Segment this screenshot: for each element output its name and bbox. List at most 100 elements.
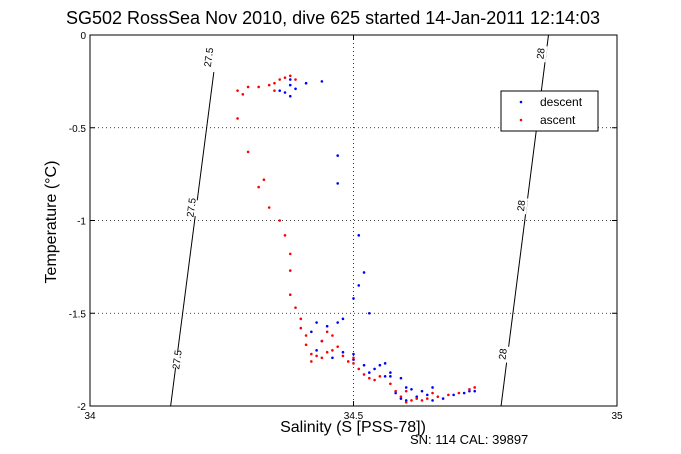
- data-point-descent: [368, 311, 371, 315]
- data-point-ascent: [399, 395, 403, 399]
- density-contour-label: 28: [497, 348, 509, 361]
- data-point-descent: [441, 397, 445, 400]
- data-point-descent: [378, 363, 382, 367]
- data-point-descent: [283, 91, 287, 94]
- data-point-ascent: [273, 81, 276, 85]
- data-point-descent: [336, 154, 339, 157]
- density-contours: 27.5 27.5 27.5 28 28 28: [169, 34, 549, 407]
- data-point-ascent: [404, 400, 408, 404]
- legend-label-descent: descent: [540, 95, 583, 109]
- y-tick-label: -1.5: [69, 309, 87, 320]
- data-point-ascent: [304, 343, 308, 347]
- data-point-descent: [415, 395, 419, 399]
- data-point-descent: [425, 393, 429, 397]
- x-tick-label: 34: [84, 411, 96, 422]
- data-point-descent: [315, 349, 318, 352]
- data-point-ascent: [278, 219, 282, 222]
- density-contour-label: 27.5: [185, 197, 198, 218]
- data-point-ascent: [404, 389, 408, 393]
- data-point-descent: [362, 363, 366, 367]
- data-point-ascent: [257, 85, 260, 89]
- density-contour-label-bg: [495, 345, 510, 363]
- data-point-ascent: [373, 378, 376, 382]
- data-point-descent: [357, 284, 361, 287]
- data-point-ascent: [246, 85, 250, 89]
- data-point-descent: [399, 397, 403, 400]
- data-point-ascent: [267, 206, 271, 209]
- legend-marker-descent: [519, 100, 523, 104]
- data-point-descent: [473, 389, 477, 393]
- data-point-descent: [389, 375, 392, 378]
- data-point-ascent: [389, 382, 392, 386]
- data-point-ascent: [236, 89, 239, 92]
- data-point-descent: [431, 386, 434, 389]
- y-tick-label: -1: [77, 217, 86, 228]
- data-point-descent: [288, 94, 292, 98]
- axis-ticks: 34 34.5 35 0 -0.5 -1 -1.5 -2: [69, 31, 623, 422]
- data-point-ascent: [331, 334, 334, 337]
- data-point-ascent: [294, 306, 297, 309]
- data-point-ascent: [241, 93, 245, 96]
- data-point-descent: [399, 376, 403, 380]
- density-contour-label-bg: [169, 350, 184, 369]
- data-point-ascent: [420, 399, 424, 402]
- x-tick-label: 35: [611, 411, 623, 422]
- data-point-descent: [410, 388, 413, 391]
- data-point-ascent: [262, 178, 266, 181]
- data-point-descent: [352, 358, 355, 361]
- density-contour-label-bg: [201, 48, 216, 66]
- data-point-ascent: [336, 345, 339, 348]
- data-point-ascent: [283, 234, 287, 237]
- data-point-ascent: [357, 367, 361, 371]
- y-tick-label: -0.5: [69, 124, 87, 135]
- data-point-ascent: [304, 334, 308, 337]
- data-point-ascent: [320, 339, 324, 343]
- density-contour-label-bg: [533, 44, 548, 63]
- data-point-descent: [362, 271, 366, 274]
- data-point-ascent: [310, 352, 313, 356]
- data-point-ascent: [294, 78, 297, 81]
- data-point-ascent: [236, 117, 239, 120]
- data-point-descent: [331, 356, 334, 360]
- data-point-ascent: [410, 399, 413, 402]
- data-point-descent: [357, 234, 361, 237]
- data-point-descent: [325, 324, 329, 328]
- data-point-descent: [468, 389, 471, 393]
- data-point-descent: [462, 391, 466, 395]
- legend-box: [500, 90, 599, 132]
- data-point-ascent: [299, 326, 303, 330]
- data-point-ascent: [273, 89, 276, 92]
- data-point-ascent: [378, 375, 382, 378]
- data-point-ascent: [468, 388, 471, 391]
- data-point-ascent: [288, 74, 292, 78]
- data-point-descent: [404, 386, 408, 389]
- data-point-ascent: [288, 293, 292, 297]
- y-tick-label: -2: [77, 402, 86, 413]
- data-point-ascent: [325, 350, 329, 354]
- data-point-descent: [394, 391, 397, 395]
- data-point-ascent: [362, 373, 366, 376]
- data-point-ascent: [288, 252, 292, 256]
- data-point-ascent: [368, 376, 371, 380]
- data-point-descent: [352, 297, 355, 300]
- data-point-ascent: [431, 391, 434, 395]
- data-point-descent: [288, 83, 292, 87]
- data-point-descent: [383, 362, 387, 365]
- data-point-ascent: [246, 150, 250, 154]
- data-point-ascent: [473, 386, 477, 389]
- data-point-ascent: [325, 330, 329, 334]
- data-point-ascent: [436, 395, 440, 399]
- data-point-ascent: [257, 185, 260, 189]
- x-axis-label: Salinity (S [PSS-78]): [280, 419, 426, 436]
- data-point-ascent: [267, 83, 271, 87]
- data-point-descent: [341, 350, 345, 354]
- legend: descent ascent: [500, 90, 599, 132]
- data-point-ascent: [352, 356, 355, 360]
- data-point-ascent: [447, 393, 450, 397]
- data-point-ascent: [394, 389, 397, 393]
- data-point-ascent: [457, 391, 461, 395]
- data-point-ascent: [299, 317, 303, 321]
- density-contour-label: 27.5: [203, 47, 216, 68]
- legend-label-ascent: ascent: [540, 113, 576, 127]
